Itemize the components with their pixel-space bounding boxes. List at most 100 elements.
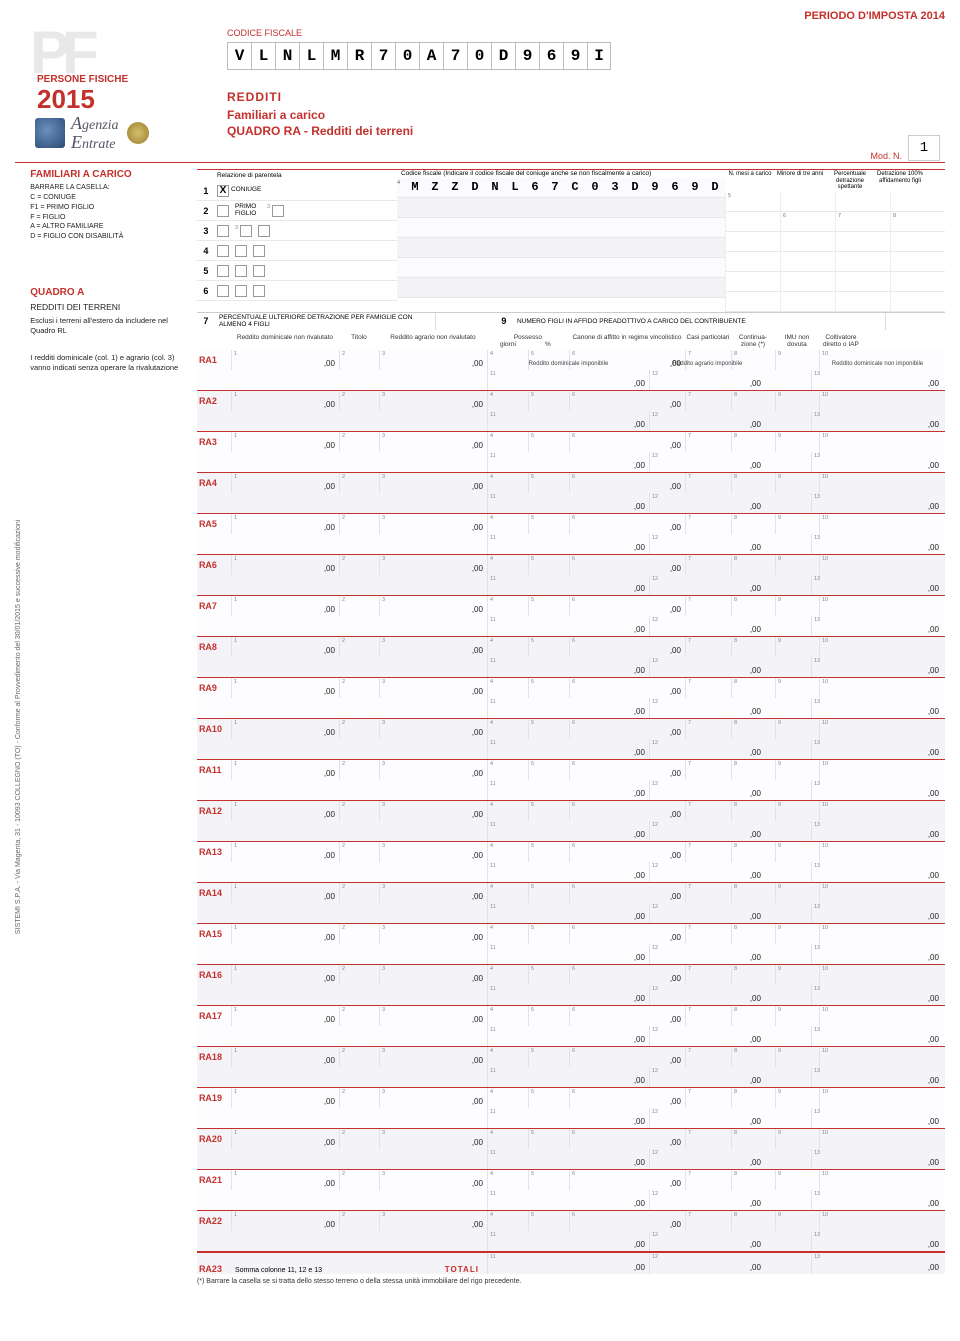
logo-block: PF PERSONE FISICHE 2015 Agenzia Entrate xyxy=(15,28,215,152)
checkbox-d[interactable] xyxy=(253,285,265,297)
ra-row: RA12 1,00 2 3,00 4 5 6,00 7 8 9 10 11,00… xyxy=(197,801,945,842)
familiari-title: FAMILIARI A CARICO xyxy=(30,169,191,180)
cf-char: 0 xyxy=(467,42,491,70)
codice-fiscale-boxes: VLNLMR70A70D969I xyxy=(227,42,945,70)
checkbox-a[interactable] xyxy=(235,265,247,277)
ra-row: RA13 1,00 2 3,00 4 5 6,00 7 8 9 10 11,00… xyxy=(197,842,945,883)
checkbox-f[interactable] xyxy=(217,285,229,297)
publisher-rail: SISTEMI S.P.A. - Via Magenta, 31 - 10093… xyxy=(15,169,30,1285)
ra-row-label: RA18 xyxy=(197,1052,231,1062)
ra-row: RA3 1,00 2 3,00 4 5 6,00 7 8 9 10 11,00 … xyxy=(197,432,945,473)
ra-row-label: RA6 xyxy=(197,560,231,570)
ra23-totals-row: RA23 Somma colonne 11, 12 e 13 TOTALI 11… xyxy=(197,1252,945,1274)
totali-label: TOTALI xyxy=(361,1265,487,1274)
ra-row: RA15 1,00 2 3,00 4 5 6,00 7 8 9 10 11,00… xyxy=(197,924,945,965)
checkbox-d[interactable] xyxy=(272,205,284,217)
ra-row-label: RA16 xyxy=(197,970,231,980)
ra-row: RA18 1,00 2 3,00 4 5 6,00 7 8 9 10 11,00… xyxy=(197,1047,945,1088)
checkbox-d[interactable] xyxy=(258,225,270,237)
checkbox-a[interactable] xyxy=(235,285,247,297)
cf-char: 7 xyxy=(371,42,395,70)
barrare-label: BARRARE LA CASELLA: xyxy=(30,184,191,191)
row-7: 7 PERCENTUALE ULTERIORE DETRAZIONE PER F… xyxy=(197,312,945,330)
redditi-title: REDDITI xyxy=(227,90,945,104)
agenzia-text: Agenzia Entrate xyxy=(71,114,119,152)
cf-char: 7 xyxy=(443,42,467,70)
ra-row-label: RA22 xyxy=(197,1216,231,1226)
checkbox-d[interactable] xyxy=(253,265,265,277)
checkbox-f[interactable] xyxy=(217,265,229,277)
cf-char: L xyxy=(251,42,275,70)
year: 2015 xyxy=(37,84,95,115)
ra-row: RA17 1,00 2 3,00 4 5 6,00 7 8 9 10 11,00… xyxy=(197,1006,945,1047)
ra-row: RA8 1,00 2 3,00 4 5 6,00 7 8 9 10 11,00 … xyxy=(197,637,945,678)
cf-char: 0 xyxy=(395,42,419,70)
mod-n-value: 1 xyxy=(908,135,940,161)
ra-row: RA19 1,00 2 3,00 4 5 6,00 7 8 9 10 11,00… xyxy=(197,1088,945,1129)
familiari-table: Relazione di parentela1XCONIUGE2PRIMO FI… xyxy=(197,169,945,312)
ra-row-label: RA14 xyxy=(197,888,231,898)
sidebar: FAMILIARI A CARICO BARRARE LA CASELLA: C… xyxy=(30,169,197,1285)
state-emblem xyxy=(127,122,149,144)
ra-row-label: RA20 xyxy=(197,1134,231,1144)
ra-row-label: RA5 xyxy=(197,519,231,529)
cf-char: D xyxy=(491,42,515,70)
cf-char: 9 xyxy=(563,42,587,70)
cf-char: R xyxy=(347,42,371,70)
cf-char: I xyxy=(587,42,611,70)
checkbox-f[interactable] xyxy=(217,225,229,237)
checkbox-f[interactable] xyxy=(217,245,229,257)
checkbox-f1[interactable] xyxy=(217,205,229,217)
ra-row-label: RA2 xyxy=(197,396,231,406)
cf-char: N xyxy=(275,42,299,70)
ra-column-headers: Reddito dominicale non rivalutato Titolo… xyxy=(197,332,945,350)
footnote: (*) Barrare la casella se si tratta dell… xyxy=(197,1278,945,1285)
ra-row: RA6 1,00 2 3,00 4 5 6,00 7 8 9 10 11,00 … xyxy=(197,555,945,596)
ra-row: RA16 1,00 2 3,00 4 5 6,00 7 8 9 10 11,00… xyxy=(197,965,945,1006)
ra-row-label: RA13 xyxy=(197,847,231,857)
mod-n-label: Mod. N. xyxy=(870,151,902,161)
ra-row: RA11 1,00 2 3,00 4 5 6,00 7 8 9 10 11,00… xyxy=(197,760,945,801)
ra-row-label: RA8 xyxy=(197,642,231,652)
ra-row: RA22 1,00 2 3,00 4 5 6,00 7 8 9 10 11,00… xyxy=(197,1211,945,1252)
cf-char: M xyxy=(323,42,347,70)
ra-row-label: RA3 xyxy=(197,437,231,447)
checkbox-d[interactable] xyxy=(253,245,265,257)
ra-row-label: RA17 xyxy=(197,1011,231,1021)
checkbox-a[interactable] xyxy=(235,245,247,257)
ra23-text: Somma colonne 11, 12 e 13 xyxy=(231,1267,361,1274)
note-esclusi: Esclusi i terreni all'estero da includer… xyxy=(30,316,191,336)
ra-row: RA9 1,00 2 3,00 4 5 6,00 7 8 9 10 11,00 … xyxy=(197,678,945,719)
ra-row: RA1 1,00 2 3,00 4 5 6,00 7 8 9 10 11Redd… xyxy=(197,350,945,391)
checkbox-coniuge[interactable]: X xyxy=(217,185,229,197)
cf-char: V xyxy=(227,42,251,70)
ra-row-label: RA9 xyxy=(197,683,231,693)
ra-row: RA20 1,00 2 3,00 4 5 6,00 7 8 9 10 11,00… xyxy=(197,1129,945,1170)
ra-row-label: RA21 xyxy=(197,1175,231,1185)
quadro-ra-line: QUADRO RA - Redditi dei terreni xyxy=(227,124,945,138)
ra-row-label: RA15 xyxy=(197,929,231,939)
note-redditi: I redditi dominicale (col. 1) e agrario … xyxy=(30,353,191,373)
ra-row: RA14 1,00 2 3,00 4 5 6,00 7 8 9 10 11,00… xyxy=(197,883,945,924)
codice-fiscale-label: CODICE FISCALE xyxy=(227,28,945,38)
quadro-a-title: QUADRO A xyxy=(30,287,191,298)
legend: C = CONIUGEF1 = PRIMO FIGLIOF = FIGLIOA … xyxy=(30,193,191,242)
ra-row-label: RA11 xyxy=(197,765,231,775)
quadro-a-sub: REDDITI DEI TERRENI xyxy=(30,302,191,312)
checkbox-a[interactable] xyxy=(240,225,252,237)
cf-char: 6 xyxy=(539,42,563,70)
ra-row: RA4 1,00 2 3,00 4 5 6,00 7 8 9 10 11,00 … xyxy=(197,473,945,514)
ra-row-label: RA12 xyxy=(197,806,231,816)
ra23-label: RA23 xyxy=(197,1264,231,1274)
ra-row-label: RA7 xyxy=(197,601,231,611)
redditi-sub: Familiari a carico xyxy=(227,108,945,122)
pf-mark: PF xyxy=(30,32,91,74)
cf-char: A xyxy=(419,42,443,70)
cf-char: 9 xyxy=(515,42,539,70)
ra-row: RA10 1,00 2 3,00 4 5 6,00 7 8 9 10 11,00… xyxy=(197,719,945,760)
ra-row: RA7 1,00 2 3,00 4 5 6,00 7 8 9 10 11,00 … xyxy=(197,596,945,637)
ra-row-label: RA4 xyxy=(197,478,231,488)
periodo-imposta: PERIODO D'IMPOSTA 2014 xyxy=(15,10,945,22)
ra-row-label: RA10 xyxy=(197,724,231,734)
ra-row-label: RA1 xyxy=(197,355,231,365)
